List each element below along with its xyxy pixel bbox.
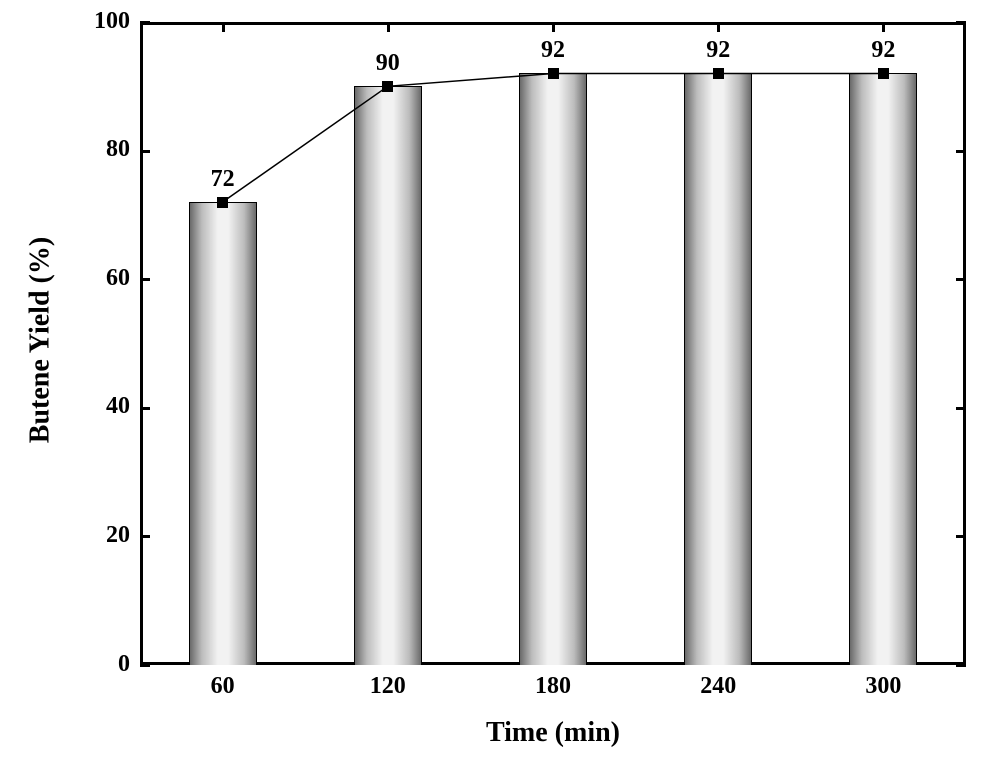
- y-tick: [956, 21, 966, 24]
- bar-value-label: 90: [358, 50, 418, 77]
- bar: [684, 73, 752, 665]
- y-tick: [956, 664, 966, 667]
- y-tick: [140, 150, 150, 153]
- line-marker: [713, 68, 724, 79]
- line-marker: [878, 68, 889, 79]
- y-tick-label: 60: [70, 265, 130, 292]
- chart-container: Butene Yield (%) Time (min) 0 20 40 60 80 100…: [0, 0, 1000, 781]
- y-tick: [140, 664, 150, 667]
- bar-value-label: 92: [853, 37, 913, 64]
- bar-value-label: 92: [523, 37, 583, 64]
- line-marker: [382, 81, 393, 92]
- bar: [189, 202, 257, 665]
- y-tick-label: 100: [70, 8, 130, 35]
- x-tick: [717, 22, 720, 32]
- x-tick-label: 120: [348, 673, 428, 700]
- y-axis-title: Butene Yield (%): [24, 18, 56, 661]
- y-tick: [140, 407, 150, 410]
- y-tick: [956, 535, 966, 538]
- y-tick: [956, 407, 966, 410]
- y-tick-label: 80: [70, 136, 130, 163]
- line-marker: [548, 68, 559, 79]
- y-tick: [140, 535, 150, 538]
- x-tick: [387, 22, 390, 32]
- y-tick: [140, 278, 150, 281]
- y-tick: [956, 278, 966, 281]
- bar: [849, 73, 917, 665]
- x-tick-label: 180: [513, 673, 593, 700]
- x-tick-label: 240: [678, 673, 758, 700]
- x-tick: [222, 22, 225, 32]
- bar: [354, 86, 422, 665]
- y-tick: [140, 21, 150, 24]
- bar: [519, 73, 587, 665]
- y-tick-label: 0: [70, 651, 130, 678]
- bar-value-label: 72: [193, 166, 253, 193]
- x-tick: [552, 22, 555, 32]
- y-tick-label: 20: [70, 522, 130, 549]
- x-tick-label: 60: [183, 673, 263, 700]
- y-tick: [956, 150, 966, 153]
- bar-value-label: 92: [688, 37, 748, 64]
- x-tick: [882, 22, 885, 32]
- y-tick-label: 40: [70, 393, 130, 420]
- line-marker: [217, 197, 228, 208]
- x-tick-label: 300: [843, 673, 923, 700]
- x-axis-title: Time (min): [140, 717, 966, 749]
